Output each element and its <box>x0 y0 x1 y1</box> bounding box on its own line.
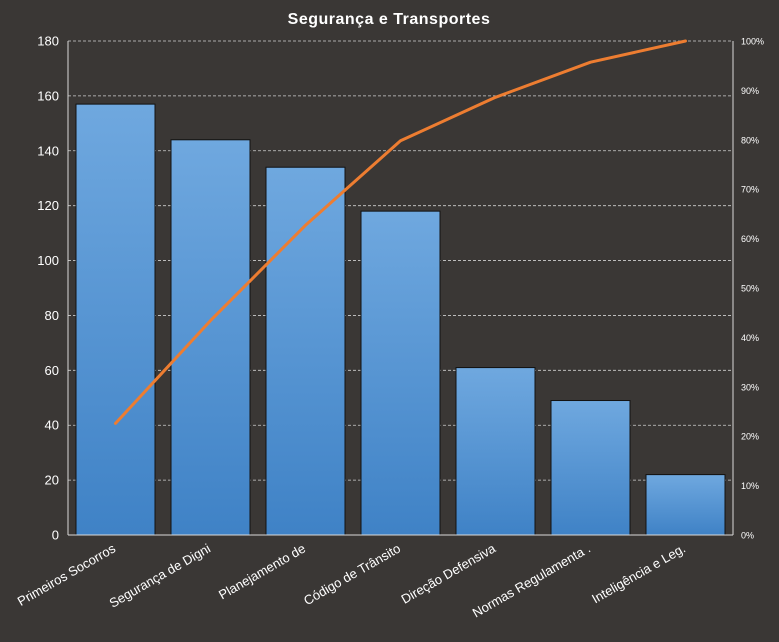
bar <box>645 474 726 536</box>
bar <box>170 139 251 536</box>
y-left-tick-label: 80 <box>45 308 59 323</box>
x-tick-label: Primeiros Socorros <box>15 540 119 609</box>
y-axis-right-ticks: 0% 10% 20% 30% 40% 50% 60% 70% 80% 90% 100% <box>741 37 764 541</box>
y-left-tick-label: 20 <box>45 473 59 488</box>
y-left-tick-label: 160 <box>37 88 59 103</box>
bar <box>550 400 631 536</box>
bar <box>455 367 536 536</box>
y-right-tick-label: 90% <box>741 86 759 96</box>
bar <box>75 103 156 536</box>
y-left-tick-label: 140 <box>37 143 59 158</box>
bar <box>360 210 441 536</box>
y-right-tick-label: 80% <box>741 135 759 145</box>
cumulative-line <box>114 39 687 425</box>
axes <box>67 41 734 536</box>
y-right-tick-label: 20% <box>741 432 759 442</box>
y-right-tick-label: 100% <box>741 37 764 47</box>
y-right-tick-label: 30% <box>741 382 759 392</box>
y-left-tick-label: 0 <box>52 528 59 543</box>
chart-title: Segurança e Transportes <box>288 11 491 28</box>
y-right-tick-label: 40% <box>741 333 759 343</box>
x-tick-label: Direção Defensiva <box>399 540 499 606</box>
y-left-tick-label: 180 <box>37 34 59 49</box>
y-right-tick-label: 10% <box>741 481 759 491</box>
y-left-tick-label: 100 <box>37 253 59 268</box>
y-right-tick-label: 0% <box>741 531 754 541</box>
x-tick-label: Inteligência e Leg. <box>589 541 688 607</box>
cumulative-percent-line <box>114 39 687 425</box>
y-left-tick-label: 120 <box>37 198 59 213</box>
x-tick-label: Segurança de Digni <box>107 541 213 611</box>
y-left-tick-label: 60 <box>45 363 59 378</box>
y-right-tick-label: 70% <box>741 185 759 195</box>
y-left-tick-label: 40 <box>45 418 59 433</box>
bar <box>265 166 346 536</box>
y-right-tick-label: 60% <box>741 234 759 244</box>
y-right-tick-label: 50% <box>741 284 759 294</box>
x-tick-label: Código de Trânsito <box>301 541 403 609</box>
y-axis-left-ticks: 0 20 40 60 80 100 120 140 160 180 <box>37 34 59 543</box>
bars <box>75 103 726 536</box>
x-tick-label: Planejamento de <box>216 541 308 603</box>
